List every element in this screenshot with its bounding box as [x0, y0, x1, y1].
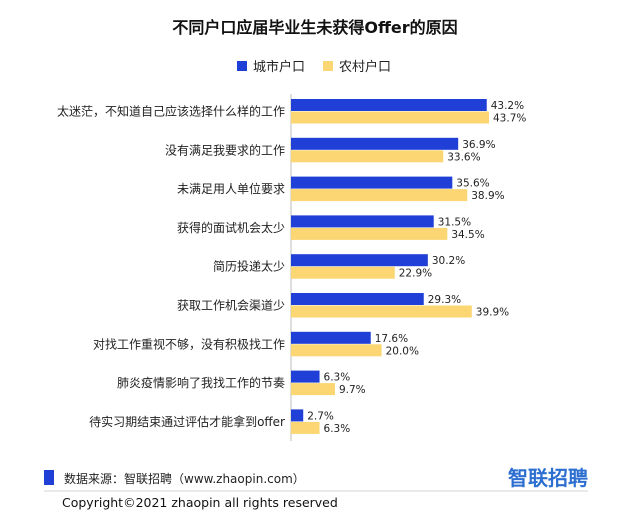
category-label: 肺炎疫情影响了我找工作的节奏 [117, 375, 285, 390]
data-label: 36.9% [462, 139, 495, 151]
bar-city [291, 99, 487, 111]
bar-rural [291, 150, 444, 163]
data-label: 43.7% [493, 113, 526, 125]
data-label: 34.5% [451, 229, 484, 241]
data-label: 29.3% [428, 294, 461, 306]
legend-label-city: 城市户口 [253, 59, 305, 75]
bar-rural [291, 383, 335, 396]
bar-rural [291, 227, 448, 240]
plot-area: 太迷茫，不知道自己应该选择什么样的工作 43.2%43.7% 没有满足我要求的工作 3… [57, 99, 526, 435]
copyright-text: Copyright©2021 zhaopin all rights reserv… [62, 495, 338, 510]
data-label: 20.0% [386, 345, 419, 357]
bar-city [291, 176, 453, 189]
bar-rural [291, 344, 382, 357]
chart-title: 不同户口应届毕业生未获得Offer的原因 [172, 18, 457, 37]
bar-rural [291, 421, 320, 434]
bar-rural [291, 305, 472, 318]
footer: 数据来源：智联招聘（www.zhaopin.com） 智联招聘 Copyrigh… [44, 466, 588, 510]
category-label: 待实习期结束通过评估才能拿到offer [89, 414, 285, 429]
bar-rural [291, 266, 395, 279]
category-label: 太迷茫，不知道自己应该选择什么样的工作 [57, 104, 285, 119]
bar-city [291, 331, 371, 344]
data-label: 35.6% [456, 178, 489, 190]
bar-city [291, 409, 304, 422]
data-label: 6.3% [324, 372, 351, 384]
category-label: 获得的面试机会太少 [177, 220, 285, 235]
bar-city [291, 293, 424, 305]
bar-city [291, 215, 434, 228]
legend: 城市户口 农村户口 [237, 59, 391, 75]
legend-swatch-rural [323, 61, 333, 71]
data-label: 6.3% [324, 423, 351, 435]
data-label: 43.2% [491, 100, 524, 112]
bar-rural [291, 111, 489, 124]
bar-city [291, 137, 459, 150]
category-label: 获取工作机会渠道少 [177, 299, 285, 313]
category-label: 简历投递太少 [213, 259, 285, 274]
category-label: 对找工作重视不够，没有积极找工作 [93, 336, 285, 351]
data-label: 31.5% [438, 216, 471, 228]
data-label: 30.2% [432, 255, 465, 267]
data-label: 22.9% [399, 268, 432, 280]
bar-city [291, 254, 428, 267]
legend-label-rural: 农村户口 [339, 59, 391, 75]
source-text: 数据来源：智联招聘（www.zhaopin.com） [64, 471, 305, 486]
data-label: 17.6% [375, 333, 408, 345]
category-label: 没有满足我要求的工作 [165, 142, 285, 157]
legend-swatch-city [237, 61, 247, 71]
data-label: 39.9% [476, 307, 509, 319]
category-label: 未满足用人单位要求 [177, 181, 285, 196]
bar-city [291, 370, 320, 383]
data-label: 9.7% [339, 384, 366, 396]
brand-logo: 智联招聘 [508, 466, 588, 490]
bar-rural [291, 189, 468, 202]
source-marker [44, 470, 54, 485]
data-label: 33.6% [447, 151, 480, 163]
data-label: 2.7% [307, 410, 334, 422]
data-label: 38.9% [471, 190, 504, 202]
